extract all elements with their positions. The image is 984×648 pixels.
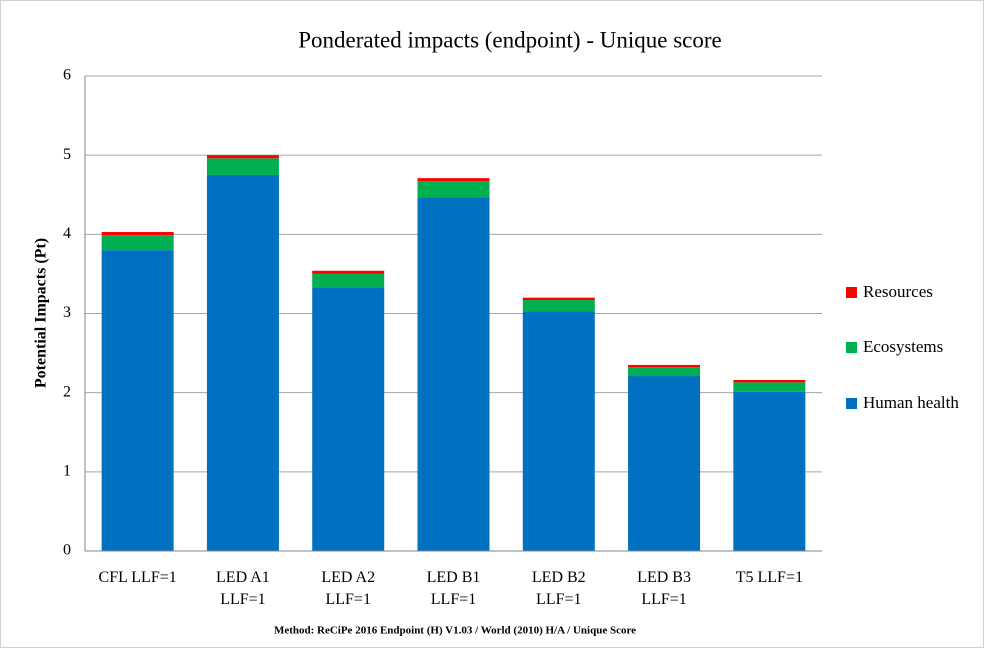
bar-segment: [733, 391, 806, 551]
bar-segment: [312, 270, 385, 274]
footnote: Method: ReCiPe 2016 Endpoint (H) V1.03 /…: [274, 625, 636, 637]
x-tick-label: LED B3 LLF=1: [637, 569, 691, 608]
x-tick-label: T5 LLF=1: [735, 569, 803, 586]
bar-segment: [206, 174, 279, 552]
bar-segment: [733, 380, 806, 383]
y-tick-label: 6: [63, 67, 71, 84]
y-tick-label: 3: [63, 304, 71, 321]
y-tick-label: 4: [63, 225, 71, 242]
legend-label: Resources: [863, 282, 933, 301]
bar-segment: [628, 367, 701, 377]
x-tick-label: LED B2 LLF=1: [531, 569, 586, 608]
y-axis-label: Potential Impacts (Pt): [33, 238, 50, 388]
y-tick-label: 0: [63, 542, 71, 559]
bar-segment: [101, 231, 174, 236]
bar-segment: [312, 287, 385, 551]
bar-segment: [417, 197, 490, 551]
bar-segment: [206, 155, 279, 159]
legend-swatch: [846, 287, 857, 298]
x-tick-label: LED A1 LLF=1: [216, 569, 270, 608]
y-tick-label: 1: [63, 463, 71, 480]
bar-segment: [733, 382, 806, 392]
legend-label: Ecosystems: [863, 337, 943, 356]
x-tick-label: CFL LLF=1: [98, 569, 177, 586]
x-tick-label: LED A2 LLF=1: [321, 569, 376, 608]
bar-segment: [522, 311, 595, 551]
legend-swatch: [846, 398, 857, 409]
x-tick-label: LED B1 LLF=1: [426, 569, 481, 608]
bar-segment: [101, 250, 174, 551]
legend-label: Human health: [863, 393, 959, 412]
bar-segment: [206, 158, 279, 175]
bar-segment: [417, 181, 490, 198]
bar-segment: [522, 297, 595, 301]
y-tick-label: 2: [63, 383, 71, 400]
bar-segment: [312, 273, 385, 288]
chart-title: Ponderated impacts (endpoint) - Unique s…: [298, 27, 721, 52]
legend-swatch: [846, 342, 857, 353]
bar-segment: [101, 235, 174, 251]
bar-segment: [628, 376, 701, 551]
bar-segment: [522, 300, 595, 312]
bar-segment: [417, 178, 490, 182]
bar-segment: [628, 364, 701, 368]
y-tick-label: 5: [63, 146, 71, 163]
